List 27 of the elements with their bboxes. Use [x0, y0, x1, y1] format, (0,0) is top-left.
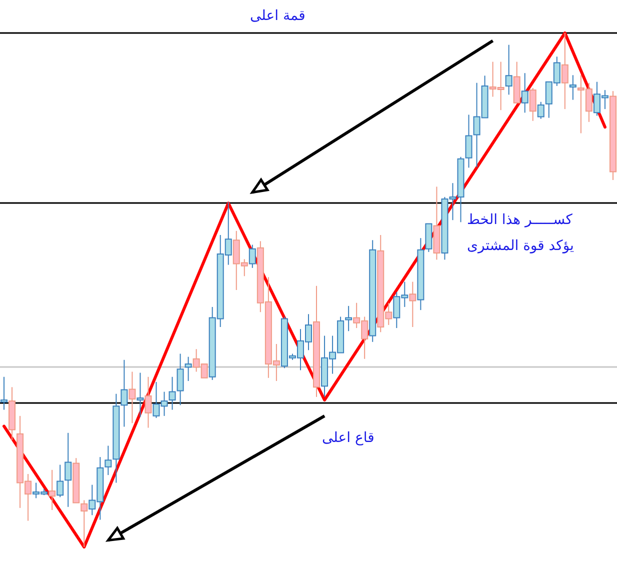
candlestick	[529, 88, 536, 122]
candlestick	[120, 359, 128, 428]
candlestick	[521, 72, 528, 114]
candlestick	[136, 372, 144, 418]
text: قمة اعلى	[250, 8, 306, 24]
annotation: يؤكد قوة المشترى	[467, 238, 574, 254]
candlestick	[168, 376, 176, 410]
annotation: قاع اعلى	[322, 430, 374, 446]
candlestick	[128, 371, 136, 424]
candlestick	[48, 469, 56, 510]
candlestick	[104, 445, 112, 476]
candlestick	[176, 353, 184, 406]
annotation: كســـــر هذا الخط	[467, 212, 572, 228]
candlestick	[184, 356, 192, 382]
candlestick	[0, 376, 8, 410]
candlestick	[345, 305, 352, 332]
candlestick	[465, 114, 472, 168]
candlestick	[64, 432, 72, 508]
candlestick	[144, 376, 152, 428]
candlestick	[561, 32, 568, 110]
candlestick	[80, 500, 88, 548]
candlestick	[505, 44, 512, 96]
candlestick	[409, 281, 416, 328]
candlestick	[569, 74, 576, 100]
candlestick	[56, 464, 64, 498]
candlestick	[537, 101, 544, 120]
candlestick	[248, 244, 256, 268]
